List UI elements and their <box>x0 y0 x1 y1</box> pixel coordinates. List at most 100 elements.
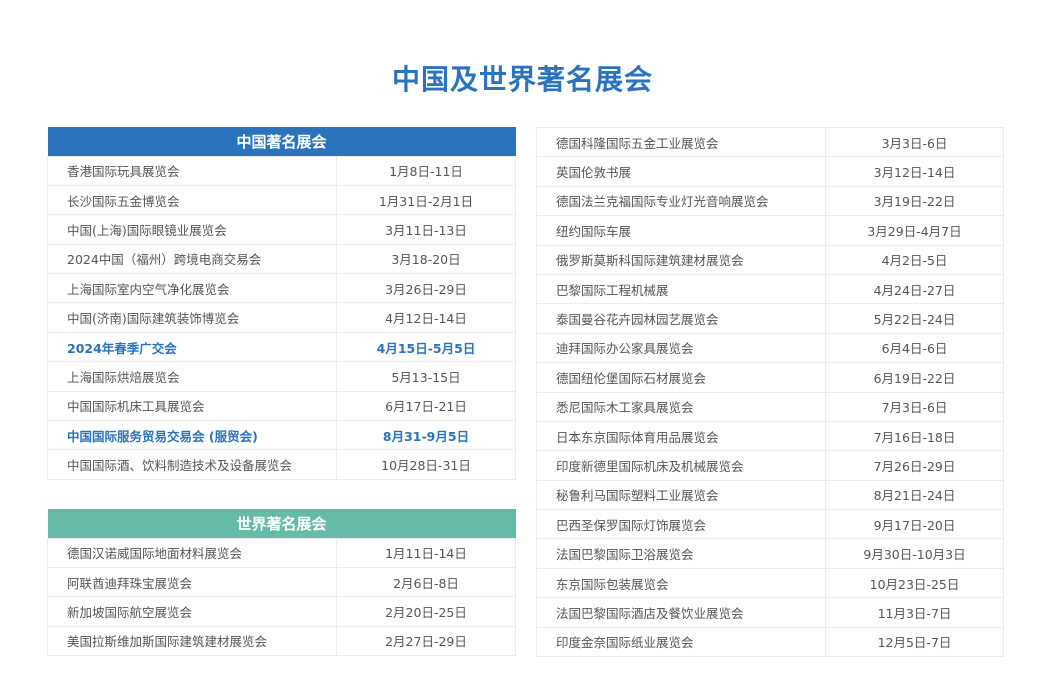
exhibition-date: 5月13-15日 <box>336 361 516 392</box>
exhibition-name: 中国国际机床工具展览会 <box>47 390 337 422</box>
exhibition-name: 印度新德里国际机床及机械展览会 <box>536 450 826 481</box>
exhibition-name: 2024年春季广交会 <box>47 331 337 363</box>
table-row: 俄罗斯莫斯科国际建筑建材展览会 4月2日-5日 <box>536 244 1004 275</box>
table-row: 长沙国际五金博览会 1月31日-2月1日 <box>47 184 516 216</box>
page-title: 中国及世界著名展会 <box>391 63 653 96</box>
exhibition-date: 2月20日-25日 <box>336 596 516 627</box>
exhibition-name: 阿联酋迪拜珠宝展览会 <box>47 566 337 598</box>
exhibition-date: 2月6日-8日 <box>336 566 516 598</box>
exhibition-name: 上海国际室内空气净化展览会 <box>47 273 337 304</box>
exhibition-date: 10月23日-25日 <box>825 567 1004 599</box>
exhibition-date: 7月16日-18日 <box>825 420 1004 452</box>
exhibition-name: 新加坡国际航空展览会 <box>47 596 337 627</box>
table-row: 德国汉诺威国际地面材料展览会 1月11日-14日 <box>47 537 516 568</box>
exhibition-name: 香港国际玩具展览会 <box>47 155 337 186</box>
table-row: 巴黎国际工程机械展 4月24日-27日 <box>536 273 1004 305</box>
exhibition-name: 法国巴黎国际卫浴展览会 <box>536 538 826 569</box>
exhibition-name: 中国(济南)国际建筑装饰博览会 <box>47 302 337 333</box>
table-row: 纽约国际车展 3月29日-4月7日 <box>536 215 1004 246</box>
exhibition-date: 3月18-20日 <box>336 243 516 275</box>
table-row: 美国拉斯维加斯国际建筑建材展览会 2月27日-29日 <box>47 625 516 657</box>
table-row: 迪拜国际办公家具展览会 6月4日-6日 <box>536 332 1004 364</box>
exhibition-name: 2024中国（福州）跨境电商交易会 <box>47 243 337 275</box>
exhibition-name: 秘鲁利马国际塑料工业展览会 <box>536 479 826 511</box>
exhibition-date: 8月21日-24日 <box>825 479 1004 511</box>
exhibition-date: 6月17日-21日 <box>336 390 516 422</box>
world-table-header: 世界著名展会 <box>47 509 516 538</box>
exhibition-name: 中国(上海)国际眼镜业展览会 <box>47 214 337 245</box>
table-row: 2024年春季广交会 4月15日-5月5日 <box>47 331 516 363</box>
exhibition-date: 3月12日-14日 <box>825 156 1004 187</box>
table-row: 中国国际酒、饮料制造技术及设备展览会 10月28日-31日 <box>47 449 516 480</box>
exhibition-date: 3月26日-29日 <box>336 273 516 304</box>
exhibition-date: 5月22日-24日 <box>825 303 1004 334</box>
exhibition-date: 4月24日-27日 <box>825 273 1004 305</box>
exhibition-name: 德国法兰克福国际专业灯光音响展览会 <box>536 185 826 217</box>
china-exhibitions-table: 中国著名展会 香港国际玩具展览会 1月8日-11日 长沙国际五金博览会 1月31日-2… <box>47 127 516 480</box>
table-row: 新加坡国际航空展览会 2月20日-25日 <box>47 596 516 627</box>
table-row: 巴西圣保罗国际灯饰展览会 9月17日-20日 <box>536 509 1004 540</box>
table-row: 中国国际机床工具展览会 6月17日-21日 <box>47 390 516 422</box>
table-row: 中国(上海)国际眼镜业展览会 3月11日-13日 <box>47 214 516 245</box>
exhibition-date: 3月19日-22日 <box>825 185 1004 217</box>
exhibition-name: 中国国际酒、饮料制造技术及设备展览会 <box>47 449 337 480</box>
table-row: 阿联酋迪拜珠宝展览会 2月6日-8日 <box>47 566 516 598</box>
table-row: 印度新德里国际机床及机械展览会 7月26日-29日 <box>536 450 1004 481</box>
china-table-header: 中国著名展会 <box>47 127 516 156</box>
exhibition-date: 9月30日-10月3日 <box>825 538 1004 569</box>
exhibition-name: 长沙国际五金博览会 <box>47 184 337 216</box>
exhibition-name: 日本东京国际体育用品展览会 <box>536 420 826 452</box>
table-row: 德国法兰克福国际专业灯光音响展览会 3月19日-22日 <box>536 185 1004 217</box>
exhibition-date: 12月5日-7日 <box>825 626 1004 658</box>
exhibition-date: 1月11日-14日 <box>336 537 516 568</box>
table-row: 2024中国（福州）跨境电商交易会 3月18-20日 <box>47 243 516 275</box>
world-exhibitions-continued-table: 德国科隆国际五金工业展览会 3月3日-6日 英国伦敦书展 3月12日-14日 德国法兰克… <box>536 126 1004 658</box>
exhibition-name: 巴西圣保罗国际灯饰展览会 <box>536 509 826 540</box>
exhibition-date: 6月4日-6日 <box>825 332 1004 364</box>
exhibition-date: 4月12日-14日 <box>336 302 516 333</box>
table-row: 香港国际玩具展览会 1月8日-11日 <box>47 155 516 186</box>
table-row: 东京国际包装展览会 10月23日-25日 <box>536 567 1004 599</box>
exhibition-name: 法国巴黎国际酒店及餐饮业展览会 <box>536 597 826 628</box>
exhibition-name: 美国拉斯维加斯国际建筑建材展览会 <box>47 625 337 657</box>
exhibition-name: 泰国曼谷花卉园林园艺展览会 <box>536 303 826 334</box>
exhibition-date: 11月3日-7日 <box>825 597 1004 628</box>
exhibition-date: 6月19日-22日 <box>825 362 1004 393</box>
table-row: 法国巴黎国际酒店及餐饮业展览会 11月3日-7日 <box>536 597 1004 628</box>
exhibition-name: 中国国际服务贸易交易会 (服贸会) <box>47 420 337 451</box>
exhibition-date: 1月8日-11日 <box>336 155 516 186</box>
exhibition-name: 悉尼国际木工家具展览会 <box>536 391 826 422</box>
table-row: 日本东京国际体育用品展览会 7月16日-18日 <box>536 420 1004 452</box>
table-row: 上海国际烘焙展览会 5月13-15日 <box>47 361 516 392</box>
exhibition-name: 英国伦敦书展 <box>536 156 826 187</box>
exhibition-date: 3月11日-13日 <box>336 214 516 245</box>
exhibition-date: 2月27日-29日 <box>336 625 516 657</box>
exhibition-name: 德国纽伦堡国际石材展览会 <box>536 362 826 393</box>
table-row: 秘鲁利马国际塑料工业展览会 8月21日-24日 <box>536 479 1004 511</box>
exhibition-date: 7月26日-29日 <box>825 450 1004 481</box>
table-row: 英国伦敦书展 3月12日-14日 <box>536 156 1004 187</box>
table-row: 德国纽伦堡国际石材展览会 6月19日-22日 <box>536 362 1004 393</box>
table-row: 德国科隆国际五金工业展览会 3月3日-6日 <box>536 126 1004 158</box>
exhibition-date: 8月31-9月5日 <box>336 420 516 451</box>
exhibition-date: 7月3日-6日 <box>825 391 1004 422</box>
exhibition-name: 东京国际包装展览会 <box>536 567 826 599</box>
exhibition-date: 3月29日-4月7日 <box>825 215 1004 246</box>
exhibition-name: 德国汉诺威国际地面材料展览会 <box>47 537 337 568</box>
exhibition-date: 10月28日-31日 <box>336 449 516 480</box>
exhibition-date: 3月3日-6日 <box>825 126 1004 158</box>
exhibition-name: 纽约国际车展 <box>536 215 826 246</box>
exhibition-name: 俄罗斯莫斯科国际建筑建材展览会 <box>536 244 826 275</box>
exhibition-name: 上海国际烘焙展览会 <box>47 361 337 392</box>
exhibition-date: 4月15日-5月5日 <box>336 331 516 363</box>
table-row: 悉尼国际木工家具展览会 7月3日-6日 <box>536 391 1004 422</box>
table-row: 法国巴黎国际卫浴展览会 9月30日-10月3日 <box>536 538 1004 569</box>
table-row: 印度金奈国际纸业展览会 12月5日-7日 <box>536 626 1004 658</box>
world-exhibitions-table: 世界著名展会 德国汉诺威国际地面材料展览会 1月11日-14日 阿联酋迪拜珠宝展览会… <box>47 509 516 657</box>
table-row: 中国国际服务贸易交易会 (服贸会) 8月31-9月5日 <box>47 420 516 451</box>
exhibition-name: 印度金奈国际纸业展览会 <box>536 626 826 658</box>
table-row: 上海国际室内空气净化展览会 3月26日-29日 <box>47 273 516 304</box>
exhibition-name: 德国科隆国际五金工业展览会 <box>536 126 826 158</box>
exhibition-date: 1月31日-2月1日 <box>336 184 516 216</box>
exhibition-name: 迪拜国际办公家具展览会 <box>536 332 826 364</box>
